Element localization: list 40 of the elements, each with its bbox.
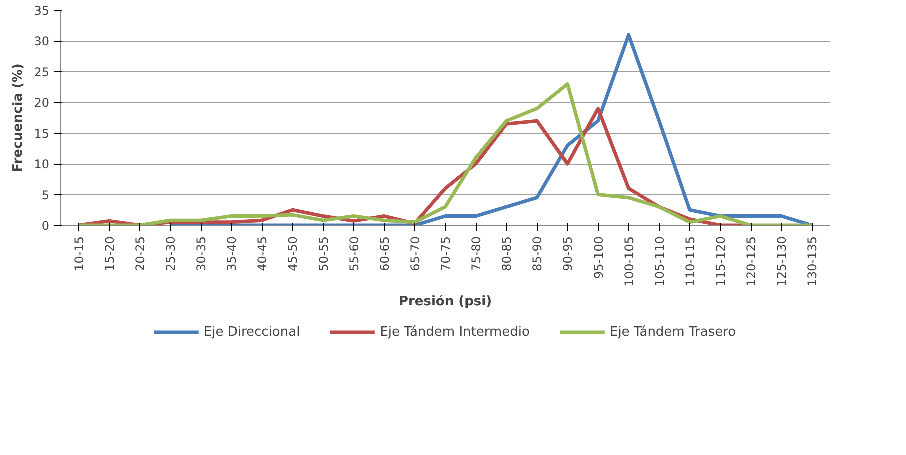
line-series [168, 33, 814, 226]
x-tick-label: 40-45 [256, 236, 270, 272]
y-tick-label: 5 [42, 188, 50, 202]
x-tick-label: 30-35 [194, 236, 209, 272]
legend-label: Eje Tándem Intermedio [380, 324, 530, 340]
x-axis-title: Presión (psi) [398, 294, 492, 310]
y-axis-title: Frecuencia (%) [11, 64, 26, 172]
y-tick-label: 35 [34, 4, 50, 18]
x-tick-label: 55-60 [347, 236, 362, 272]
x-tick-label: 105-110 [652, 236, 667, 287]
x-tick-label: 90-95 [561, 236, 576, 272]
y-tick-label: 30 [34, 34, 50, 49]
x-tick-label: 70-75 [439, 236, 453, 272]
x-tick-label: 25-30 [164, 236, 178, 272]
y-tick-label: 15 [34, 126, 50, 141]
x-tick-label: 80-85 [500, 236, 514, 272]
x-tick-label: 60-65 [378, 236, 392, 272]
x-tick-label: 115-120 [714, 236, 728, 287]
x-tick-label: 65-70 [408, 236, 422, 272]
x-tick-label: 85-90 [530, 236, 545, 272]
x-tick-label: 75-80 [470, 236, 484, 272]
legend-label: Eje Direccional [204, 324, 300, 340]
x-tick-label: 45-50 [286, 236, 300, 272]
x-tick-label: 95-100 [592, 236, 606, 280]
y-tick-label: 0 [42, 219, 50, 233]
x-tick-label: 125-130 [775, 236, 790, 287]
x-tick-label: 20-25 [133, 236, 148, 272]
y-tick-label: 25 [34, 65, 50, 80]
x-tick-label: 15-20 [102, 236, 117, 272]
x-tick-label: 35-40 [225, 236, 240, 272]
line-series [77, 82, 814, 226]
x-tick-label: 130-135 [806, 236, 820, 287]
x-tick-label: 120-125 [744, 236, 759, 287]
x-tick-label: 50-55 [316, 236, 331, 272]
x-tick-label: 110-115 [683, 236, 698, 287]
y-tick-label: 10 [34, 158, 50, 172]
legend-label: Eje Tándem Trasero [610, 324, 736, 340]
x-tick-label: 10-15 [72, 236, 86, 272]
y-tick-label: 20 [34, 96, 50, 110]
x-tick-label: 100-105 [622, 236, 636, 287]
